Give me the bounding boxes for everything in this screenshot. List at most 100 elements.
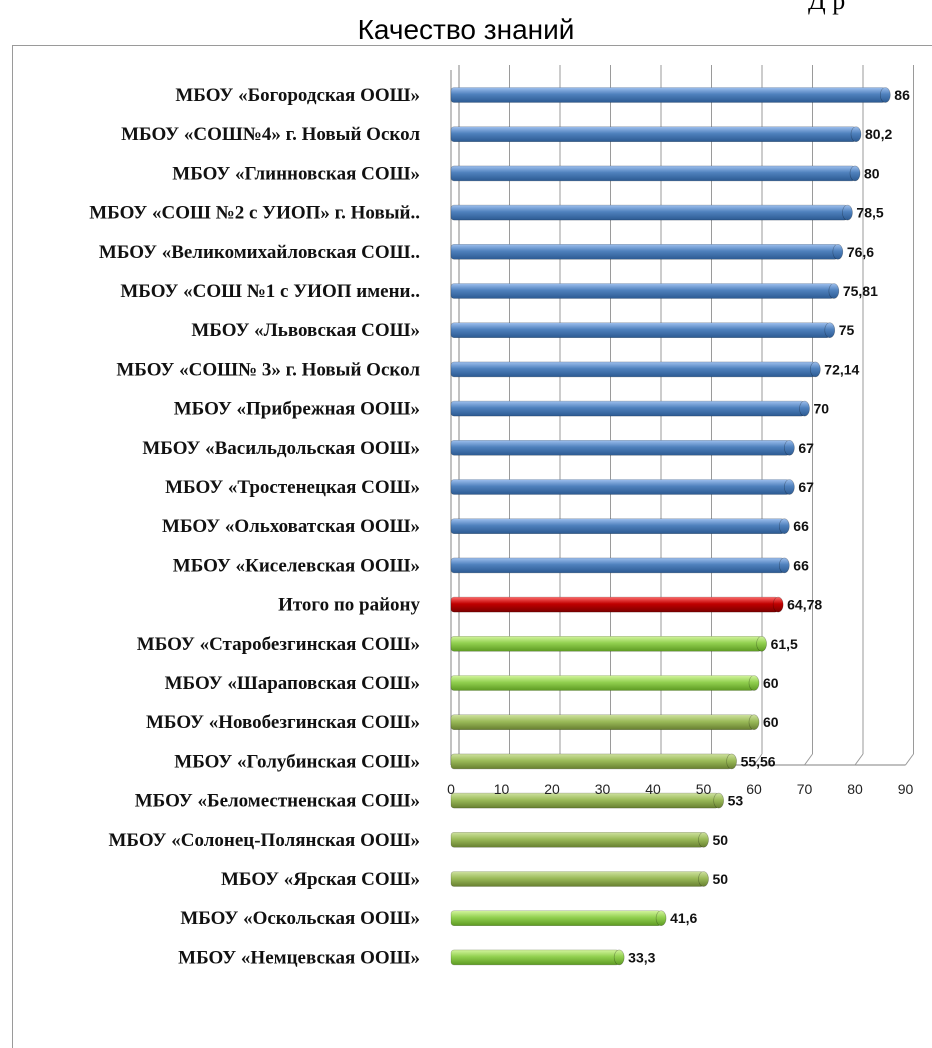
category-label: МБОУ «Глинновская СОШ» (172, 163, 420, 184)
bar (450, 87, 891, 103)
data-label: 80 (864, 165, 880, 181)
bar (450, 635, 767, 652)
bar-body (450, 244, 839, 260)
bar-body (450, 596, 779, 613)
bar-cap (655, 910, 667, 927)
bar-cap (879, 87, 891, 103)
bar-body (450, 361, 816, 378)
bar-cap (828, 283, 840, 299)
x-tick-label: 0 (447, 781, 455, 797)
bar-cap (613, 949, 625, 966)
category-label: МБОУ «СОШ №1 с УИОП имени.. (120, 281, 420, 302)
bar-cap (698, 831, 709, 848)
gridline-floor (854, 753, 864, 766)
category-label: МБОУ «Беломестненская СОШ» (135, 791, 420, 812)
bar-cap (799, 400, 810, 417)
bar-cap (850, 126, 862, 142)
data-label: 53 (728, 793, 744, 809)
category-label: МБОУ «Львовская СОШ» (191, 320, 420, 341)
chart-title: Качество знаний (357, 14, 575, 45)
category-label: МБОУ «СОШ№ 3» г. Новый Оскол (116, 359, 420, 380)
category-label: МБОУ «Тростенецкая СОШ» (165, 477, 420, 498)
bar (450, 479, 795, 495)
x-tick-label: 60 (746, 781, 762, 797)
bar-body (450, 871, 704, 887)
category-label: МБОУ «Прибрежная ООШ» (174, 399, 420, 420)
bar (450, 126, 862, 142)
category-label: МБОУ «Васильдольская ООШ» (142, 438, 420, 459)
bar-body (450, 714, 755, 731)
data-label: 72,14 (824, 361, 859, 377)
bar-body (450, 792, 719, 809)
data-label: 80,2 (865, 126, 892, 142)
data-label: 64,78 (787, 597, 822, 613)
bar-body (450, 439, 790, 456)
x-tick-label: 10 (494, 781, 510, 797)
bar-body (450, 753, 732, 770)
category-label: Итого по району (278, 595, 420, 616)
x-tick-label: 30 (595, 781, 611, 797)
data-label: 50 (713, 871, 729, 887)
x-tick-label: 50 (696, 781, 712, 797)
bar-body (450, 675, 755, 691)
gridline-floor (905, 753, 914, 766)
data-label: 33,3 (628, 949, 655, 965)
x-tick-label: 20 (544, 781, 560, 797)
category-label: МБОУ «Великомихайловская СОШ.. (99, 242, 420, 263)
bar-body (450, 322, 831, 339)
bar (450, 714, 760, 731)
bar-body (450, 479, 790, 495)
bar (450, 871, 709, 887)
bar-cap (772, 596, 784, 613)
bar-body (450, 204, 848, 221)
bar-cap (748, 714, 760, 731)
bar (450, 204, 853, 221)
bar-body (450, 87, 886, 103)
category-label: МБОУ «СОШ№4» г. Новый Оскол (121, 124, 420, 145)
data-label: 75,81 (843, 283, 878, 299)
bar (450, 557, 790, 574)
bar-body (450, 831, 704, 848)
bar-cap (784, 439, 795, 456)
bar (450, 283, 840, 299)
bar (450, 165, 861, 182)
data-label: 78,5 (856, 205, 883, 221)
bar-body (450, 635, 762, 652)
x-tick-label: 40 (645, 781, 661, 797)
header-fragment: Д р (808, 0, 846, 15)
category-label: МБОУ «Ярская СОШ» (221, 869, 420, 890)
bar-body (450, 518, 785, 535)
x-tick-label: 90 (898, 781, 914, 797)
data-label: 66 (793, 557, 809, 573)
data-label: 67 (798, 479, 814, 495)
bar-body (450, 557, 785, 574)
bar (450, 675, 760, 691)
bar (450, 792, 724, 809)
data-label: 55,56 (741, 753, 776, 769)
category-label: МБОУ «Шараповская СОШ» (165, 673, 420, 694)
bar (450, 753, 737, 770)
bar (450, 596, 784, 613)
gridline-floor (753, 753, 763, 766)
bar-body (450, 910, 662, 927)
bar (450, 439, 795, 456)
bar-cap (726, 753, 737, 770)
bar (450, 518, 790, 535)
data-label: 60 (763, 714, 779, 730)
bar-body (450, 949, 620, 966)
data-label: 41,6 (670, 910, 697, 926)
bar-cap (810, 361, 821, 378)
bar (450, 831, 709, 848)
bar-body (450, 126, 857, 142)
bar (450, 400, 810, 417)
data-label: 60 (763, 675, 779, 691)
data-label: 86 (894, 87, 910, 103)
category-label: МБОУ «Немцевская ООШ» (178, 947, 420, 968)
bar-cap (784, 479, 795, 495)
bar-cap (698, 871, 709, 887)
category-label: МБОУ «Ольховатская ООШ» (162, 516, 420, 537)
bar-cap (756, 635, 767, 652)
bar-body (450, 400, 805, 417)
bar-cap (713, 792, 724, 809)
category-label: МБОУ «Оскольская ООШ» (180, 908, 420, 929)
